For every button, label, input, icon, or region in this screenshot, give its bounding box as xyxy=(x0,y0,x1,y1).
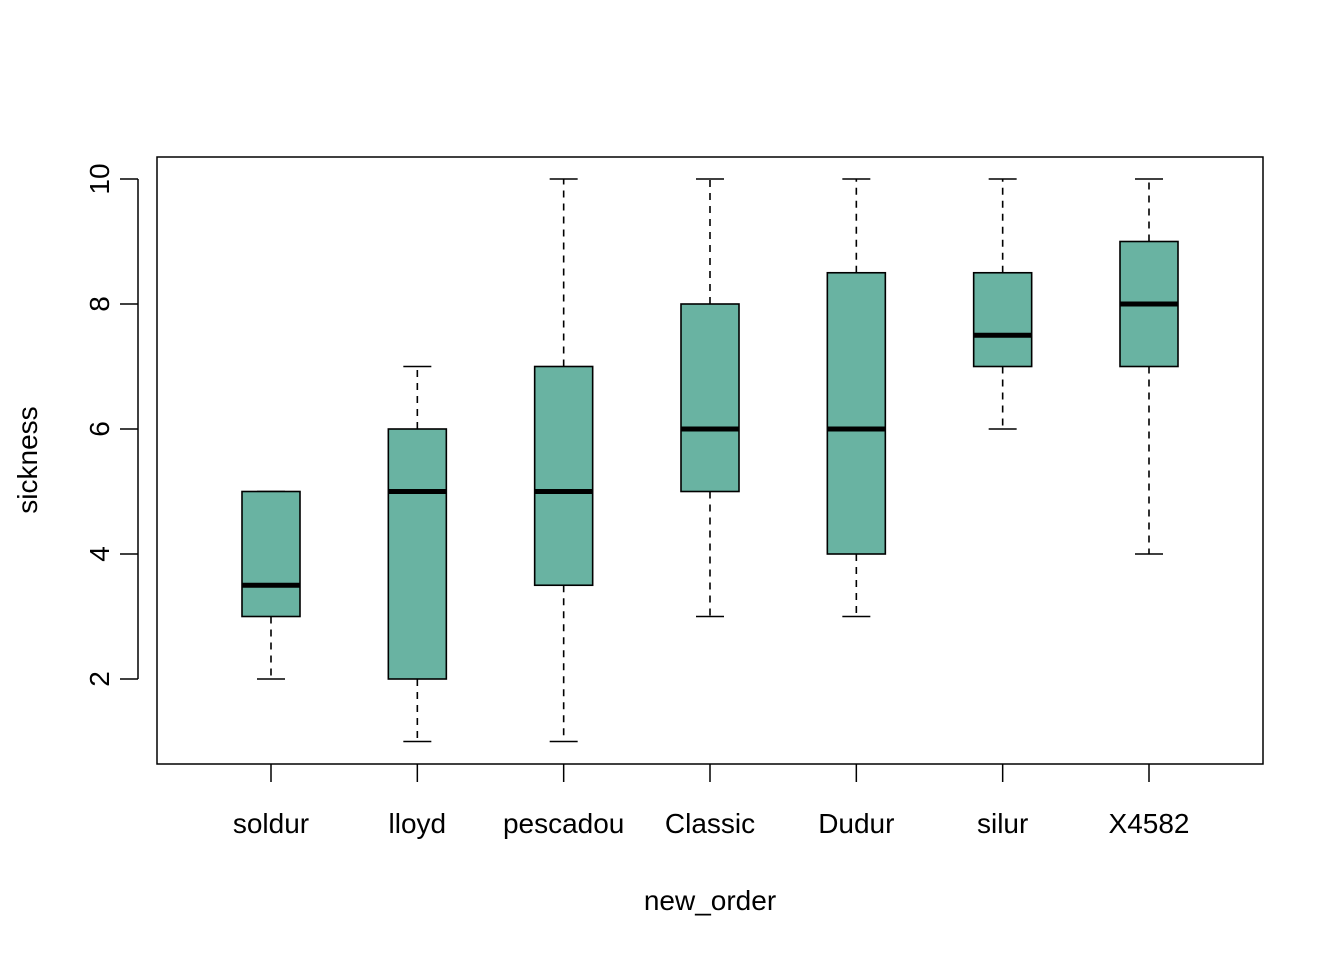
y-tick-label: 6 xyxy=(84,421,115,437)
y-axis: 2 4 6 8 10 xyxy=(84,163,139,687)
x-tick-label: X4582 xyxy=(1109,808,1190,839)
y-tick-label: 8 xyxy=(84,296,115,312)
iqr-box xyxy=(972,271,1033,368)
box-soldur xyxy=(241,490,301,680)
box-lloyd xyxy=(387,365,448,743)
boxes-layer xyxy=(241,178,1179,743)
iqr-box xyxy=(826,271,887,555)
box-X4582 xyxy=(1119,178,1179,555)
box-pescadou xyxy=(533,178,594,743)
box-silur xyxy=(972,178,1033,430)
x-tick-label: Dudur xyxy=(818,808,894,839)
x-tick-label: silur xyxy=(977,808,1028,839)
x-tick-label: soldur xyxy=(233,808,309,839)
iqr-box xyxy=(387,428,448,680)
x-tick-label: Classic xyxy=(665,808,755,839)
x-axis-label: new_order xyxy=(644,885,776,916)
iqr-box xyxy=(680,303,740,493)
y-axis-label: sickness xyxy=(12,406,43,513)
iqr-box xyxy=(241,490,301,618)
x-axis: soldur lloyd pescadou Classic Dudur silur X458… xyxy=(233,764,1190,839)
y-tick-label: 10 xyxy=(84,163,115,194)
iqr-box xyxy=(533,365,594,587)
x-tick-label: lloyd xyxy=(389,808,447,839)
x-tick-label: pescadou xyxy=(503,808,624,839)
box-Dudur xyxy=(826,178,887,618)
box-Classic xyxy=(680,178,740,618)
y-tick-label: 4 xyxy=(84,546,115,562)
y-tick-label: 2 xyxy=(84,671,115,687)
